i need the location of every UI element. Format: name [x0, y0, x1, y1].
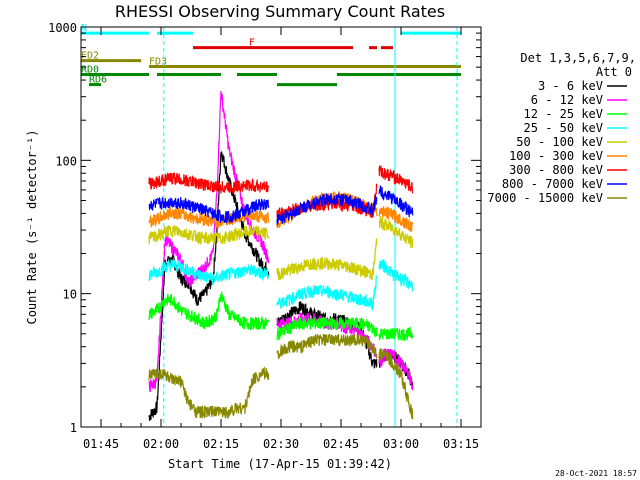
y-tick-label-2: 100: [55, 154, 77, 168]
legend-label-6: 300 - 800 keV: [509, 163, 603, 177]
legend-label-2: 12 - 25 keV: [524, 107, 603, 121]
x-tick-label-4: 02:45: [323, 437, 359, 451]
legend-header-line1: Det 1,3,5,6,7,9,: [520, 51, 636, 65]
x-tick-label-5: 03:00: [383, 437, 419, 451]
legend-label-0: 3 - 6 keV: [538, 79, 603, 93]
legend-label-8: 7000 - 15000 keV: [487, 191, 603, 205]
legend-label-5: 100 - 300 keV: [509, 149, 603, 163]
x-tick-label-6: 03:15: [443, 437, 479, 451]
legend-label-7: 800 - 7000 keV: [502, 177, 603, 191]
x-tick-label-0: 01:45: [83, 437, 119, 451]
series-line-8: [148, 333, 414, 420]
legend-label-4: 50 - 100 keV: [516, 135, 603, 149]
y-axis-label: Count Rate (s⁻¹ detector⁻¹): [25, 129, 39, 324]
state-bar-label-2: FD2: [81, 51, 99, 62]
legend-label-1: 6 - 12 keV: [531, 93, 603, 107]
x-axis-label: Start Time (17-Apr-15 01:39:42): [168, 457, 392, 471]
state-bar-label-0: N: [81, 23, 87, 34]
series-line-4: [148, 215, 414, 281]
state-bar-label-1: F: [249, 38, 255, 49]
footer-date: 28-Oct-2021 18:57: [555, 469, 637, 478]
series-line-7: [148, 185, 414, 226]
state-bar-label-4: RD0: [81, 65, 99, 76]
y-tick-label-3: 1000: [48, 21, 77, 35]
state-bar-label-5: RD6: [89, 75, 107, 86]
state-bar-label-3: FD3: [149, 57, 167, 68]
y-tick-label-1: 10: [63, 288, 77, 302]
y-tick-label-0: 1: [70, 421, 77, 435]
chart-title: RHESSI Observing Summary Count Rates: [115, 2, 445, 21]
series-line-3: [148, 258, 414, 312]
x-tick-label-1: 02:00: [143, 437, 179, 451]
legend-label-3: 25 - 50 keV: [524, 121, 603, 135]
series-line-2: [148, 291, 414, 342]
x-tick-label-2: 02:15: [203, 437, 239, 451]
x-tick-label-3: 02:30: [263, 437, 299, 451]
legend-header-line2: Att 0: [596, 65, 632, 79]
